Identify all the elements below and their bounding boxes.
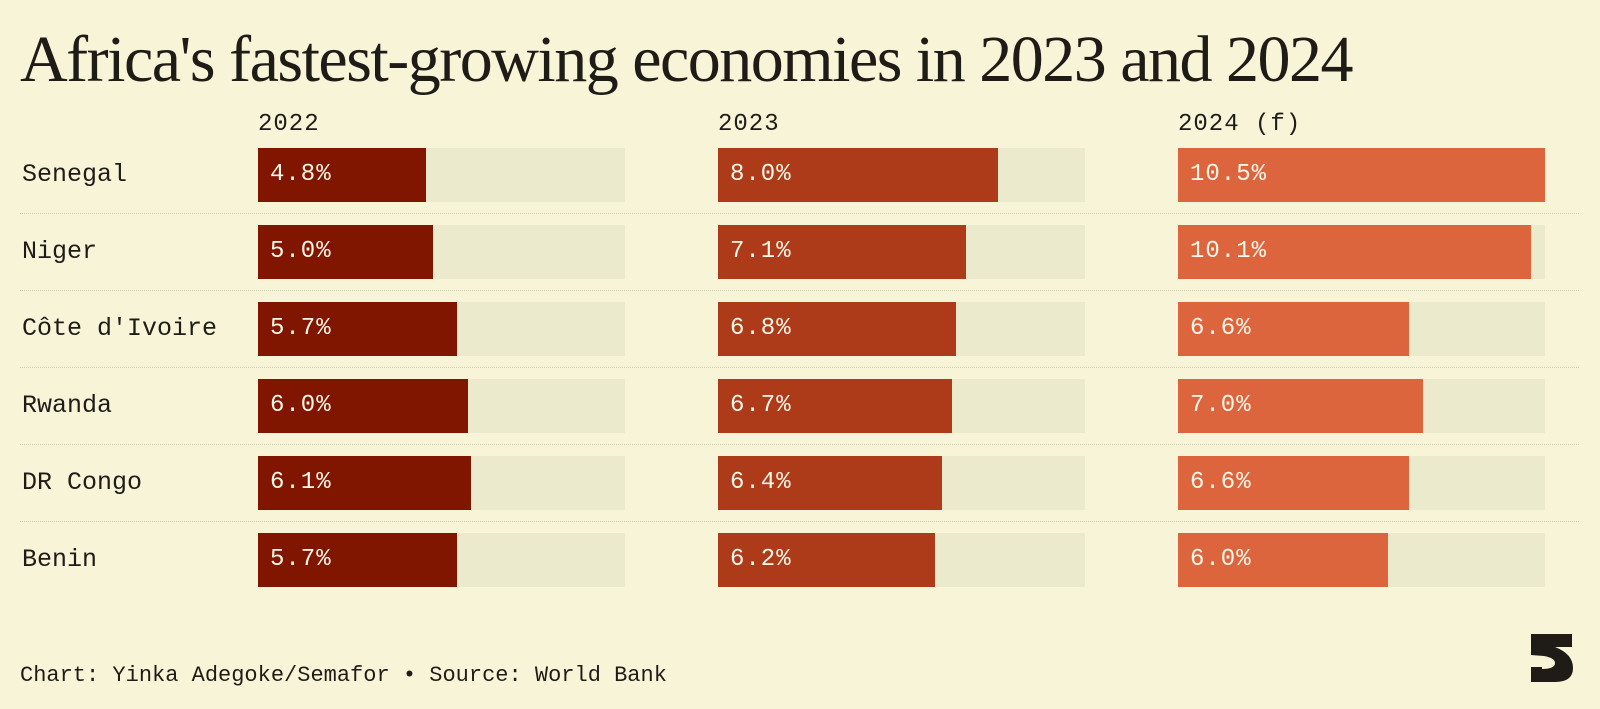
bar <box>1178 456 1409 510</box>
bar-value-label: 5.0% <box>270 238 332 265</box>
bar-value-label: 6.7% <box>730 392 792 419</box>
bar-value-label: 5.7% <box>270 546 332 573</box>
row-label: Côte d'Ivoire <box>22 314 218 343</box>
bar-track: 5.7% <box>258 302 625 356</box>
bar-value-label: 6.2% <box>730 546 792 573</box>
bar-value-label: 10.5% <box>1190 161 1268 188</box>
semafor-logo-icon <box>1531 634 1573 682</box>
bar <box>1178 225 1531 279</box>
bar <box>1178 148 1545 202</box>
bar-track: 7.1% <box>718 225 1085 279</box>
bar-value-label: 4.8% <box>270 161 332 188</box>
chart-title: Africa's fastest-growing economies in 20… <box>20 23 1354 96</box>
bar-value-label: 6.1% <box>270 469 332 496</box>
column-header-1: 2023 <box>718 111 780 138</box>
bar <box>718 148 998 202</box>
bar-value-label: 6.0% <box>1190 546 1252 573</box>
row-label: Senegal <box>22 160 128 189</box>
bar-track: 5.7% <box>258 533 625 587</box>
bar-track: 4.8% <box>258 148 625 202</box>
bar-track: 6.2% <box>718 533 1085 587</box>
bar <box>258 302 457 356</box>
bar-value-label: 7.0% <box>1190 392 1252 419</box>
bar-track: 6.6% <box>1178 456 1545 510</box>
bar <box>718 379 952 433</box>
row-label: DR Congo <box>22 468 143 497</box>
bar-track: 6.1% <box>258 456 625 510</box>
bar <box>258 533 457 587</box>
bar-value-label: 6.4% <box>730 469 792 496</box>
bar <box>1178 533 1388 587</box>
row-label: Rwanda <box>22 391 113 420</box>
bar <box>258 379 468 433</box>
bar-value-label: 5.7% <box>270 315 332 342</box>
bar <box>718 456 942 510</box>
bar-value-label: 10.1% <box>1190 238 1268 265</box>
chart-credit: Chart: Yinka Adegoke/Semafor • Source: W… <box>20 663 667 688</box>
bar-track: 8.0% <box>718 148 1085 202</box>
bar-value-label: 6.6% <box>1190 469 1252 496</box>
column-header-2: 2024 (f) <box>1178 111 1302 138</box>
row-divider <box>20 290 1579 291</box>
bar-track: 6.8% <box>718 302 1085 356</box>
column-header-0: 2022 <box>258 111 320 138</box>
bar-track: 5.0% <box>258 225 625 279</box>
bar-track: 7.0% <box>1178 379 1545 433</box>
row-label: Benin <box>22 545 98 574</box>
bar-value-label: 7.1% <box>730 238 792 265</box>
bar-track: 10.5% <box>1178 148 1545 202</box>
row-divider <box>20 367 1579 368</box>
bar-track: 6.0% <box>258 379 625 433</box>
bar <box>718 225 966 279</box>
bar-track: 6.7% <box>718 379 1085 433</box>
row-divider <box>20 444 1579 445</box>
bar <box>258 148 426 202</box>
bar <box>258 225 433 279</box>
bar-track: 6.6% <box>1178 302 1545 356</box>
bar-track: 10.1% <box>1178 225 1545 279</box>
bar-value-label: 6.6% <box>1190 315 1252 342</box>
row-divider <box>20 213 1579 214</box>
bar-track: 6.0% <box>1178 533 1545 587</box>
bar <box>1178 302 1409 356</box>
bar <box>718 302 956 356</box>
bar-value-label: 6.8% <box>730 315 792 342</box>
row-divider <box>20 521 1579 522</box>
bar-value-label: 8.0% <box>730 161 792 188</box>
bar-value-label: 6.0% <box>270 392 332 419</box>
row-label: Niger <box>22 237 98 266</box>
bar <box>718 533 935 587</box>
bar <box>1178 379 1423 433</box>
bar-track: 6.4% <box>718 456 1085 510</box>
bar <box>258 456 471 510</box>
